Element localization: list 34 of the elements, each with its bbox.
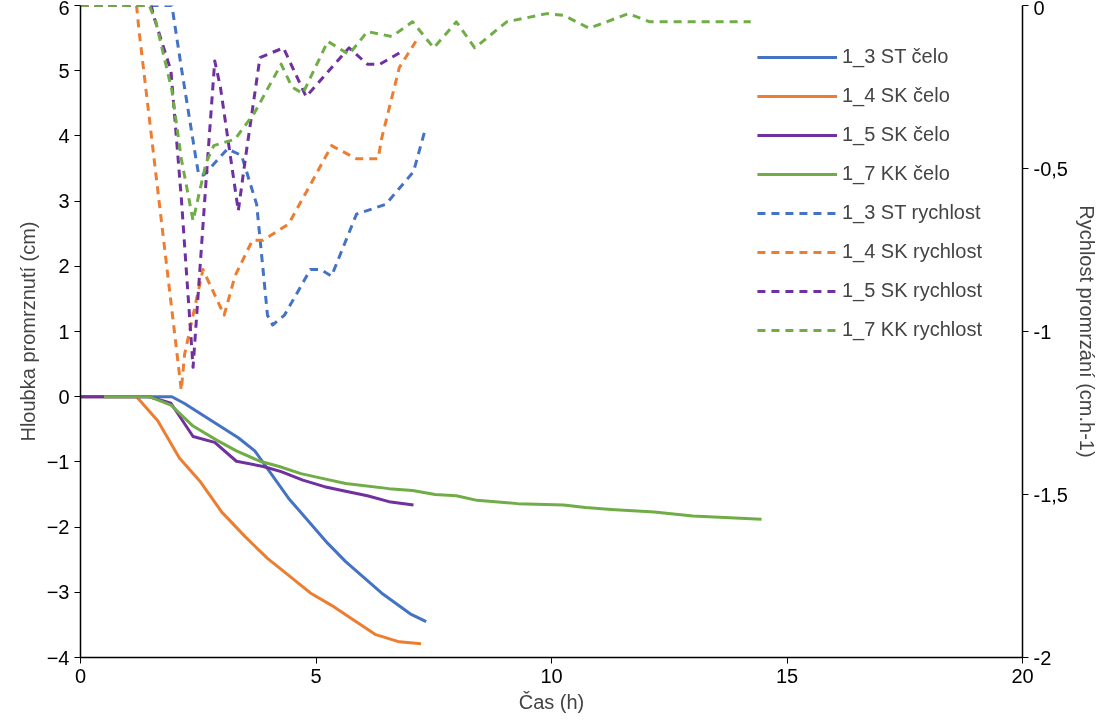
y-axis-title: Hloubka promrznutí (cm) (16, 221, 39, 442)
legend-label: 1_7 KK čelo (841, 162, 950, 185)
y2-tick-label: -2 (1033, 646, 1052, 669)
y2-tick-label: -0,5 (1033, 157, 1068, 180)
legend-label: 1_4 SK rychlost (841, 240, 982, 263)
y2-tick-label: -1,5 (1033, 483, 1068, 506)
y-tick-label: −2 (46, 516, 70, 539)
legend-label: 1_3 ST rychlost (841, 201, 981, 224)
y-tick-label: 5 (58, 59, 70, 82)
legend-label: 1_5 SK čelo (841, 123, 950, 146)
line-series (80, 5, 753, 223)
y-tick-label: 1 (58, 320, 70, 343)
y-tick-label: −4 (46, 646, 70, 669)
y-tick-label: 4 (58, 124, 70, 147)
legend-label: 1_3 ST čelo (841, 45, 949, 68)
legend-label: 1_4 SK čelo (841, 84, 950, 107)
y-tick-label: 0 (58, 385, 70, 408)
y-tick-label: −3 (46, 581, 70, 604)
y2-tick-label: -1 (1033, 320, 1052, 343)
x-tick-label: 0 (74, 664, 87, 687)
x-tick-label: 5 (310, 664, 322, 687)
y-tick-label: 2 (58, 255, 70, 278)
y-tick-label: 6 (58, 0, 70, 19)
y2-axis-title: Rychlost promrzání (cm.h-1) (1075, 205, 1098, 458)
line-series (102, 395, 764, 521)
x-tick-label: 20 (1011, 664, 1034, 687)
legend-label: 1_5 SK rychlost (841, 279, 982, 302)
legend-label: 1_7 KK rychlost (841, 318, 982, 341)
x-tick-label: 10 (540, 664, 563, 687)
y-tick-label: −1 (46, 450, 70, 473)
x-tick-label: 15 (775, 664, 799, 687)
y-tick-label: 3 (58, 190, 70, 213)
y2-tick-label: 0 (1033, 0, 1045, 19)
x-axis-title: Čas (h) (518, 690, 585, 713)
